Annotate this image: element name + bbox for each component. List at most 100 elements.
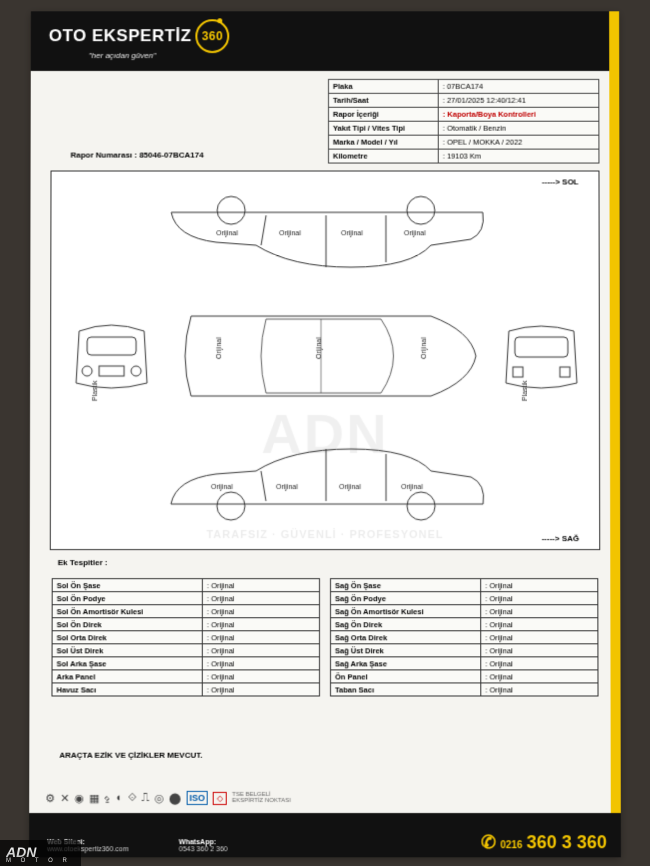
finding-val: : Orijinal [481,670,598,683]
finding-val: : Orijinal [202,579,319,592]
svg-text:Orijinal: Orijinal [316,337,323,359]
finding-key: Sol Ön Amortisör Kulesi [52,605,202,618]
arrow-sag: -----> SAĞ [542,534,580,543]
corner-watermark: ADN M O T O R [0,840,81,866]
lift-icon: ⎍ [142,791,150,804]
ek-tespitler-label: Ek Tespitler : [58,558,108,567]
car-rear-view: Plastik [499,311,584,406]
finding-val: : Orijinal [481,592,598,605]
gear-icon: ⚙ [45,791,55,804]
finding-key: Sağ Ön Direk [331,618,481,631]
tse-badge: ◇ [213,791,227,804]
finding-val: : Orijinal [202,670,319,683]
footer-icons: ⚙ ✕ ◉ ▦ ⍚ ◐ ⟐ ⎍ ◎ ⬤ ISO ◇ TSE BELGELİEKS… [45,791,290,805]
findings-left: Sol Ön Şase: OrijinalSol Ön Podye: Oriji… [51,578,320,696]
tool-icon: ✕ [60,791,69,804]
finding-val: : Orijinal [202,644,319,657]
arrow-sol: -----> SOL [542,177,579,186]
car-diagram-frame: -----> SOL -----> SAĞ Orijinal Orijinal … [50,171,600,551]
svg-text:Plastik: Plastik [92,380,99,401]
finding-val: : Orijinal [202,605,319,618]
side-accent [609,11,621,857]
svg-text:Orijinal: Orijinal [216,337,223,359]
svg-text:Orijinal: Orijinal [211,484,233,491]
hdr-key: Yakıt Tipi / Vites Tipi [328,121,438,135]
logo-360-badge: 360 [196,19,230,53]
finding-val: : Orijinal [481,605,598,618]
finding-val: : Orijinal [481,579,598,592]
svg-text:Orijinal: Orijinal [216,230,238,237]
finding-key: Sağ Arka Şase [331,657,481,670]
finding-val: : Orijinal [202,683,319,696]
finding-key: Sağ Ön Podye [331,592,481,605]
finding-val: : Orijinal [202,592,319,605]
svg-text:Orijinal: Orijinal [279,230,301,237]
car-top-side: Orijinal Orijinal Orijinal Orijinal [161,187,491,277]
report-number: Rapor Numarası : 85046-07BCA174 [71,151,204,160]
phone-icon: ✆ [481,832,496,853]
hdr-val: : Kaporta/Boya Kontrolleri [438,107,599,121]
gauge-icon: ◐ [116,792,123,804]
finding-key: Sağ Üst Direk [331,644,481,657]
findings-right: Sağ Ön Şase: OrijinalSağ Ön Podye: Oriji… [330,578,599,696]
logo-brand: OTO EKSPERTİZ [49,26,192,46]
iso-badge: ISO [186,791,208,805]
hdr-key: Plaka [328,79,438,93]
svg-text:Orijinal: Orijinal [404,230,426,237]
svg-text:Orijinal: Orijinal [341,230,363,237]
tire-icon: ⬤ [169,791,181,804]
finding-key: Sol Üst Direk [52,644,202,657]
finding-val: : Orijinal [202,618,319,631]
finding-key: Sağ Orta Direk [331,631,481,644]
car-front-view: Plastik [69,311,154,406]
finding-key: Arka Panel [52,670,202,683]
finding-val: : Orijinal [202,657,319,670]
finding-key: Sol Orta Direk [52,631,202,644]
finding-val: : Orijinal [481,644,598,657]
finding-key: Taban Sacı [331,683,481,696]
hdr-val: : 27/01/2025 12:40/12:41 [438,93,599,107]
report-sheet: OTO EKSPERTİZ 360 "her açıdan güven" Pla… [29,11,621,857]
finding-val: : Orijinal [481,683,598,696]
hdr-key: Marka / Model / Yıl [328,135,438,149]
scan-icon: ◎ [154,791,164,804]
hdr-key: Tarih/Saat [328,93,438,107]
header-info-table: Plaka: 07BCA174Tarih/Saat: 27/01/2025 12… [328,79,599,164]
svg-text:Plastik: Plastik [522,380,529,401]
finding-key: Sol Arka Şase [52,657,202,670]
car-bottom-side: Orijinal Orijinal Orijinal Orijinal [161,439,491,529]
hdr-key: Kilometre [328,149,438,163]
wrench-icon: ⟐ [128,791,137,804]
footer-phone: ✆ 0216 360 3 360 [481,832,607,853]
note-line: ARAÇTA EZİK VE ÇİZİKLER MEVCUT. [59,751,202,760]
battery-icon: ▦ [89,791,99,804]
finding-key: Sol Ön Şase [52,579,202,592]
svg-text:Orijinal: Orijinal [401,484,423,491]
tse-text: TSE BELGELİEKSPİRTİZ NOKTASI [232,792,291,804]
wheel-icon: ◉ [74,791,84,804]
hdr-key: Rapor İçeriği [328,107,438,121]
finding-key: Sol Ön Podye [52,592,202,605]
finding-val: : Orijinal [481,618,598,631]
hdr-val: : Otomatik / Benzin [438,121,599,135]
svg-text:Orijinal: Orijinal [421,337,428,359]
finding-key: Ön Panel [331,670,481,683]
svg-text:Orijinal: Orijinal [276,484,298,491]
logo-tagline: "her açıdan güven" [49,51,230,60]
hdr-val: : 19103 Km [438,149,599,163]
finding-val: : Orijinal [202,631,319,644]
finding-key: Havuz Sacı [52,683,202,696]
hdr-val: : 07BCA174 [438,79,599,93]
finding-key: Sol Ön Direk [52,618,202,631]
footer-bar: Web Sitesi: www.otoekspertiz360.com What… [29,813,621,857]
car-top-view: Orijinal Orijinal Orijinal [171,301,481,411]
finding-key: Sağ Ön Şase [331,579,481,592]
header-bar: OTO EKSPERTİZ 360 "her açıdan güven" [31,11,619,71]
hdr-val: : OPEL / MOKKA / 2022 [438,135,599,149]
finding-val: : Orijinal [481,657,598,670]
finding-key: Sağ Ön Amortisör Kulesi [331,605,481,618]
seat-icon: ⍚ [105,791,112,804]
finding-val: : Orijinal [481,631,598,644]
logo: OTO EKSPERTİZ 360 "her açıdan güven" [49,19,230,60]
svg-text:Orijinal: Orijinal [339,484,361,491]
